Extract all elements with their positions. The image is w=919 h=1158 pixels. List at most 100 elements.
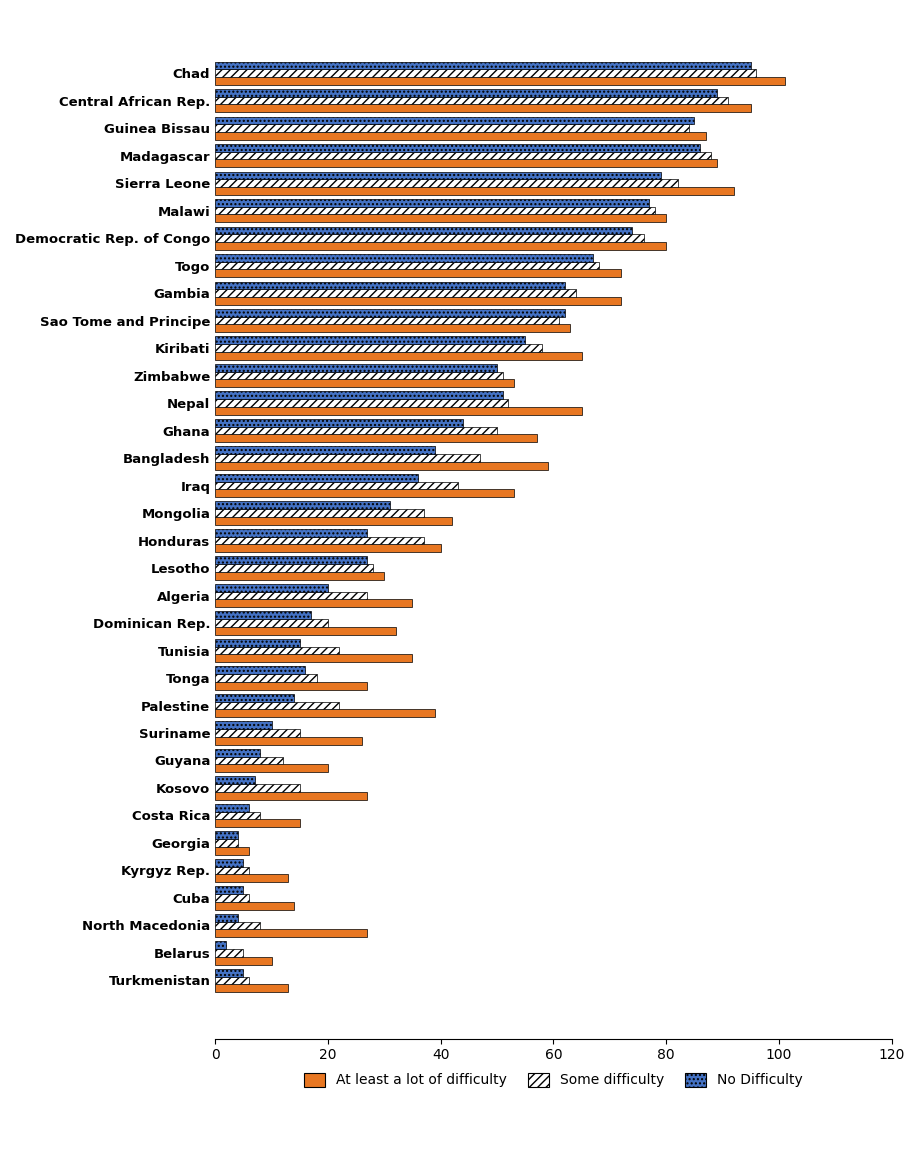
Bar bbox=[215, 482, 457, 490]
Bar bbox=[215, 667, 305, 674]
Bar bbox=[215, 207, 654, 214]
Bar bbox=[215, 730, 300, 736]
Bar bbox=[215, 710, 435, 717]
Bar bbox=[215, 152, 710, 160]
Bar bbox=[215, 831, 237, 840]
Bar bbox=[215, 186, 733, 195]
Bar bbox=[215, 914, 237, 922]
Bar bbox=[215, 419, 463, 426]
Bar bbox=[215, 391, 502, 400]
Bar bbox=[215, 902, 294, 909]
Bar bbox=[215, 984, 289, 992]
Bar bbox=[215, 254, 592, 262]
Bar bbox=[215, 309, 564, 316]
Bar bbox=[215, 97, 728, 104]
Bar bbox=[215, 171, 660, 179]
Bar bbox=[215, 406, 581, 415]
Bar bbox=[215, 227, 631, 234]
Bar bbox=[215, 572, 384, 579]
Bar bbox=[215, 474, 417, 482]
Bar bbox=[215, 654, 412, 662]
Bar bbox=[215, 281, 564, 290]
Bar bbox=[215, 372, 502, 380]
Bar bbox=[215, 820, 300, 827]
Bar bbox=[215, 969, 243, 976]
Bar bbox=[215, 777, 255, 784]
Bar bbox=[215, 584, 327, 592]
Bar bbox=[215, 462, 547, 470]
Bar bbox=[215, 557, 367, 564]
Bar bbox=[215, 544, 440, 552]
Bar bbox=[215, 76, 784, 85]
Bar bbox=[215, 674, 316, 682]
Legend: At least a lot of difficulty, Some difficulty, No Difficulty: At least a lot of difficulty, Some diffi… bbox=[299, 1067, 807, 1093]
Bar bbox=[215, 447, 435, 454]
Bar bbox=[215, 380, 514, 387]
Bar bbox=[215, 290, 575, 296]
Bar bbox=[215, 490, 514, 497]
Bar bbox=[215, 626, 395, 635]
Bar bbox=[215, 721, 271, 730]
Bar bbox=[215, 344, 541, 352]
Bar bbox=[215, 930, 367, 937]
Bar bbox=[215, 682, 367, 689]
Bar bbox=[215, 454, 480, 462]
Bar bbox=[215, 160, 716, 167]
Bar bbox=[215, 434, 536, 442]
Bar bbox=[215, 874, 289, 882]
Bar bbox=[215, 894, 249, 902]
Bar bbox=[215, 270, 620, 277]
Bar bbox=[215, 922, 260, 930]
Bar bbox=[215, 296, 620, 305]
Bar bbox=[215, 364, 496, 372]
Bar bbox=[215, 132, 705, 140]
Bar bbox=[215, 316, 559, 324]
Bar bbox=[215, 702, 339, 710]
Bar bbox=[215, 234, 643, 242]
Bar bbox=[215, 866, 249, 874]
Bar bbox=[215, 812, 260, 820]
Bar bbox=[215, 941, 226, 950]
Bar bbox=[215, 840, 237, 846]
Bar bbox=[215, 144, 699, 152]
Bar bbox=[215, 846, 249, 855]
Bar bbox=[215, 736, 361, 745]
Bar bbox=[215, 764, 327, 772]
Bar bbox=[215, 804, 249, 812]
Bar bbox=[215, 510, 424, 516]
Bar bbox=[215, 69, 755, 76]
Bar bbox=[215, 214, 665, 222]
Bar bbox=[215, 529, 367, 536]
Bar bbox=[215, 117, 694, 124]
Bar bbox=[215, 784, 300, 792]
Bar bbox=[215, 426, 496, 434]
Bar bbox=[215, 89, 716, 97]
Bar bbox=[215, 976, 249, 984]
Bar bbox=[215, 756, 282, 764]
Bar bbox=[215, 957, 271, 965]
Bar bbox=[215, 536, 424, 544]
Bar bbox=[215, 104, 750, 112]
Bar bbox=[215, 749, 260, 756]
Bar bbox=[215, 501, 390, 510]
Bar bbox=[215, 950, 243, 957]
Bar bbox=[215, 61, 750, 69]
Bar bbox=[215, 516, 451, 525]
Bar bbox=[215, 564, 372, 572]
Bar bbox=[215, 179, 676, 186]
Bar bbox=[215, 792, 367, 799]
Bar bbox=[215, 592, 367, 600]
Bar bbox=[215, 242, 665, 250]
Bar bbox=[215, 611, 311, 620]
Bar bbox=[215, 337, 525, 344]
Bar bbox=[215, 352, 581, 360]
Bar bbox=[215, 646, 339, 654]
Bar bbox=[215, 859, 243, 866]
Bar bbox=[215, 262, 598, 270]
Bar bbox=[215, 886, 243, 894]
Bar bbox=[215, 639, 300, 646]
Bar bbox=[215, 124, 688, 132]
Bar bbox=[215, 199, 649, 207]
Bar bbox=[215, 620, 327, 626]
Bar bbox=[215, 324, 570, 332]
